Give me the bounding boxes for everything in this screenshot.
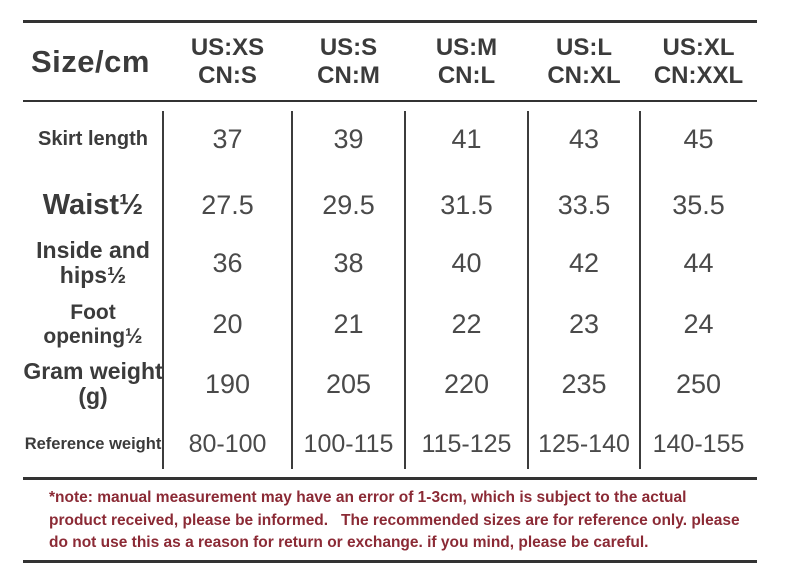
table-cell: 80-100 bbox=[188, 429, 267, 458]
column-header-xs: US:XS CN:S bbox=[163, 23, 292, 100]
column-divider bbox=[291, 111, 293, 469]
table-cell: 38 bbox=[333, 247, 364, 278]
table-cell: 140-155 bbox=[652, 429, 745, 458]
table-cell: 33.5 bbox=[557, 190, 611, 220]
measurement-note: *note: manual measurement may have an er… bbox=[49, 487, 740, 555]
cn-size-label: CN:S bbox=[198, 61, 257, 89]
table-cell: 100-115 bbox=[303, 429, 394, 458]
column-header-m: US:M CN:L bbox=[405, 23, 528, 100]
table-cell: 20 bbox=[212, 309, 243, 339]
table-cell: 235 bbox=[561, 368, 607, 399]
table-cell: 41 bbox=[451, 123, 482, 154]
column-header-xl: US:XL CN:XXL bbox=[640, 23, 757, 100]
table-bottom-rule bbox=[23, 477, 757, 480]
table-cell: 23 bbox=[568, 309, 600, 339]
table-top-rule bbox=[23, 20, 757, 23]
table-cell: 42 bbox=[568, 247, 600, 278]
size-table: Size/cm US:XS CN:S US:S CN:M US:M CN:L U… bbox=[23, 23, 757, 476]
row-label-gram-weight: Gram weight (g) bbox=[23, 357, 163, 409]
note-line: do not use this as a reason for return o… bbox=[49, 534, 649, 551]
table-cell: 205 bbox=[325, 368, 372, 399]
us-size-label: US:S bbox=[319, 33, 378, 61]
us-size-label: US:L bbox=[556, 33, 612, 61]
table-cell: 125-140 bbox=[538, 429, 630, 458]
table-cell: 250 bbox=[675, 368, 722, 399]
us-size-label: US:M bbox=[435, 33, 498, 61]
table-cell: 190 bbox=[204, 368, 251, 399]
note-bottom-rule bbox=[23, 560, 757, 563]
table-cell: 39 bbox=[333, 123, 364, 154]
table-cell: 29.5 bbox=[322, 190, 375, 220]
note-line: product received, please be informed. Th… bbox=[49, 511, 740, 529]
cn-size-label: CN:XXL bbox=[653, 61, 744, 89]
column-divider bbox=[527, 111, 529, 469]
column-divider bbox=[404, 111, 406, 469]
table-cell: 220 bbox=[443, 368, 490, 399]
cn-size-label: CN:M bbox=[317, 61, 380, 89]
column-divider bbox=[639, 111, 641, 469]
cn-size-label: CN:XL bbox=[547, 61, 621, 89]
table-cell: 115-125 bbox=[421, 429, 512, 458]
table-cell: 22 bbox=[451, 309, 482, 339]
column-divider bbox=[162, 111, 164, 469]
cn-size-label: CN:L bbox=[437, 61, 496, 89]
table-cell: 43 bbox=[568, 123, 600, 154]
header-bottom-rule bbox=[23, 100, 757, 102]
row-label-foot-opening: Foot opening½ bbox=[43, 301, 143, 348]
row-label-reference-weight: Reference weight bbox=[24, 434, 162, 453]
table-cell: 44 bbox=[683, 247, 714, 278]
table-cell: 36 bbox=[212, 247, 243, 278]
us-size-label: US:XS bbox=[190, 33, 265, 61]
table-cell: 37 bbox=[212, 123, 243, 154]
table-cell: 45 bbox=[683, 123, 714, 154]
table-cell: 35.5 bbox=[672, 190, 725, 220]
us-size-label: US:XL bbox=[662, 33, 735, 61]
table-cell: 24 bbox=[683, 309, 714, 339]
table-cell: 31.5 bbox=[440, 190, 493, 220]
row-label-skirt-length: Skirt length bbox=[37, 128, 148, 150]
note-line: *note: manual measurement may have an er… bbox=[49, 489, 687, 506]
row-label-waist: Waist½ bbox=[42, 188, 144, 221]
table-cell: 27.5 bbox=[201, 190, 254, 220]
column-header-s: US:S CN:M bbox=[292, 23, 405, 100]
column-header-l: US:L CN:XL bbox=[528, 23, 640, 100]
table-cell: 40 bbox=[451, 247, 482, 278]
row-label-inside-hips: Inside and hips½ bbox=[36, 236, 150, 288]
table-title: Size/cm bbox=[31, 43, 150, 79]
table-cell: 21 bbox=[333, 309, 364, 339]
